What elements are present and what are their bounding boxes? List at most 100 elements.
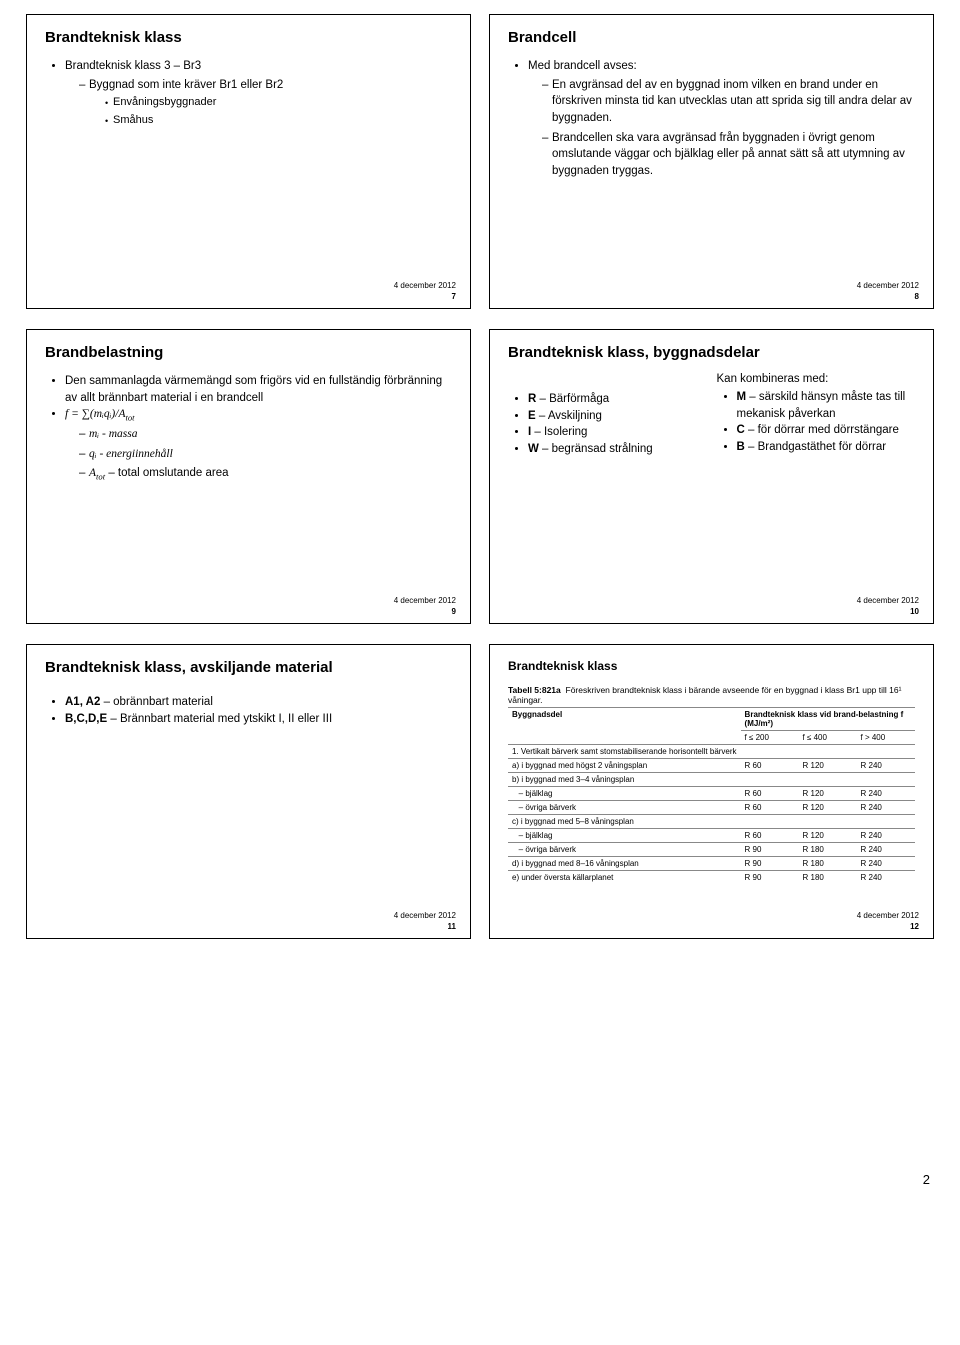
table-cell: R 90	[741, 857, 799, 871]
slide-title: Brandbelastning	[45, 344, 452, 361]
subhead: Kan kombineras med:	[717, 373, 916, 385]
table-cell: R 120	[799, 787, 857, 801]
bullet: Byggnad som inte kräver Br1 eller Br2 En…	[79, 77, 452, 130]
slide-number: 7	[394, 292, 456, 302]
slide-number: 9	[394, 607, 456, 617]
bullet: B,C,D,E – Brännbart material med ytskikt…	[65, 711, 452, 728]
bullet: En avgränsad del av en byggnad inom vilk…	[542, 77, 915, 127]
table-cell	[741, 745, 799, 759]
bullet: f = ∑(mᵢqᵢ)/Atot mᵢ - massa qᵢ - energii…	[65, 406, 452, 483]
table-cell: R 60	[741, 801, 799, 815]
table-cell: R 180	[799, 857, 857, 871]
text: – total omslutande area	[105, 467, 228, 479]
bullet: Atot – total omslutande area	[79, 465, 452, 483]
slide-row: Brandbelastning Den sammanlagda värmemän…	[0, 315, 960, 630]
table-cell: 1. Vertikalt bärverk samt stomstabiliser…	[508, 745, 741, 759]
slide-row: Brandteknisk klass, avskiljande material…	[0, 630, 960, 945]
bullet: W – begränsad strålning	[528, 441, 707, 458]
formula: f = ∑(mᵢqᵢ)/Atot	[65, 408, 135, 420]
table-cell: b) i byggnad med 3–4 våningsplan	[508, 773, 741, 787]
table-cell	[799, 745, 857, 759]
text: Med brandcell avses:	[528, 60, 637, 72]
table-cell: R 90	[741, 843, 799, 857]
table-cell: R 240	[857, 829, 915, 843]
col-header: f ≤ 400	[799, 731, 857, 745]
bullet: I – Isolering	[528, 424, 707, 441]
bullet: Brandteknisk klass 3 – Br3 Byggnad som i…	[65, 58, 452, 129]
table-cell: R 240	[857, 801, 915, 815]
date: 4 december 2012	[394, 911, 456, 921]
slide-number: 8	[857, 292, 919, 302]
slide-9: Brandbelastning Den sammanlagda värmemän…	[26, 329, 471, 624]
slide-11: Brandteknisk klass, avskiljande material…	[26, 644, 471, 939]
bullet: Med brandcell avses: En avgränsad del av…	[528, 58, 915, 180]
slide-title: Brandteknisk klass, byggnadsdelar	[508, 344, 915, 361]
slide-title: Brandteknisk klass, avskiljande material	[45, 659, 452, 676]
table-cell: R 240	[857, 871, 915, 885]
slide-footer: 4 december 2012 11	[394, 911, 456, 932]
table-cell: R 60	[741, 787, 799, 801]
bullet: A1, A2 – obrännbart material	[65, 694, 452, 711]
table-cell	[799, 815, 857, 829]
table-cell: R 240	[857, 787, 915, 801]
slide-title: Brandteknisk klass	[45, 29, 452, 46]
bullet: E – Avskiljning	[528, 408, 707, 425]
bullet: M – särskild hänsyn måste tas till mekan…	[737, 389, 916, 422]
table-cell: c) i byggnad med 5–8 våningsplan	[508, 815, 741, 829]
slide-footer: 4 december 2012 7	[394, 281, 456, 302]
slide-row: Brandteknisk klass Brandteknisk klass 3 …	[0, 0, 960, 315]
bullet: C – för dörrar med dörrstängare	[737, 422, 916, 439]
page-footer-area: 2	[0, 945, 960, 1205]
slide-7: Brandteknisk klass Brandteknisk klass 3 …	[26, 14, 471, 309]
slide-footer: 4 december 2012 8	[857, 281, 919, 302]
page: Brandteknisk klass Brandteknisk klass 3 …	[0, 0, 960, 1205]
text: qᵢ - energiinnehåll	[89, 448, 173, 460]
slide-number: 10	[857, 607, 919, 617]
table-cell: R 180	[799, 871, 857, 885]
slide-number: 11	[394, 922, 456, 932]
bullet: Den sammanlagda värmemängd som frigörs v…	[65, 373, 452, 406]
table-cell: R 120	[799, 759, 857, 773]
bullet: Småhus	[105, 113, 452, 129]
table-caption: Tabell 5:821a Föreskriven brandteknisk k…	[508, 685, 915, 705]
date: 4 december 2012	[857, 596, 919, 606]
table-cell: – bjälklag	[508, 829, 741, 843]
table-cell	[741, 815, 799, 829]
bullet: B – Brandgastäthet för dörrar	[737, 439, 916, 456]
page-number: 2	[923, 1172, 930, 1187]
bullet: qᵢ - energiinnehåll	[79, 446, 452, 463]
slide-footer: 4 december 2012 9	[394, 596, 456, 617]
slide-number: 12	[857, 922, 919, 932]
col-header: Byggnadsdel	[512, 710, 562, 719]
data-table: Byggnadsdel Brandteknisk klass vid brand…	[508, 707, 915, 884]
table-cell	[857, 745, 915, 759]
table-cell: d) i byggnad med 8–16 våningsplan	[508, 857, 741, 871]
date: 4 december 2012	[394, 596, 456, 606]
col-header: Brandteknisk klass vid brand-belastning …	[745, 710, 904, 728]
table-cell: R 120	[799, 829, 857, 843]
text: Byggnad som inte kräver Br1 eller Br2	[89, 79, 283, 91]
table-cell: R 60	[741, 759, 799, 773]
text: Brandteknisk klass 3 – Br3	[65, 60, 201, 72]
date: 4 december 2012	[394, 281, 456, 291]
col-header: f ≤ 200	[741, 731, 799, 745]
slide-footer: 4 december 2012 12	[857, 911, 919, 932]
table-cell	[857, 773, 915, 787]
bullet: mᵢ - massa	[79, 426, 452, 443]
bullet: Envåningsbyggnader	[105, 95, 452, 111]
table-cell: e) under översta källarplanet	[508, 871, 741, 885]
slide-title: Brandteknisk klass	[508, 659, 915, 673]
table-cell: R 60	[741, 829, 799, 843]
slide-10: Brandteknisk klass, byggnadsdelar R – Bä…	[489, 329, 934, 624]
text: mᵢ - massa	[89, 428, 137, 440]
table-cell: R 120	[799, 801, 857, 815]
bullet: R – Bärförmåga	[528, 391, 707, 408]
slide-footer: 4 december 2012 10	[857, 596, 919, 617]
table-cell	[799, 773, 857, 787]
slide-8: Brandcell Med brandcell avses: En avgrän…	[489, 14, 934, 309]
table-cell: R 240	[857, 843, 915, 857]
bullet: Brandcellen ska vara avgränsad från bygg…	[542, 130, 915, 180]
table-cell: R 240	[857, 857, 915, 871]
table-cell: a) i byggnad med högst 2 våningsplan	[508, 759, 741, 773]
table-cell: – övriga bärverk	[508, 801, 741, 815]
